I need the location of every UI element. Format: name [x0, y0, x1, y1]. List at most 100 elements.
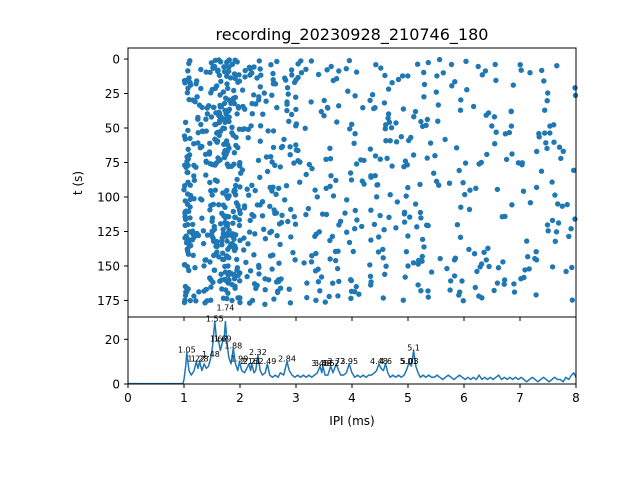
- raster-point: [377, 212, 383, 219]
- raster-point: [241, 205, 248, 211]
- raster-point: [267, 253, 274, 259]
- raster-point: [257, 174, 263, 180]
- raster-point: [270, 128, 277, 134]
- raster-point: [475, 63, 481, 70]
- raster-point: [234, 59, 240, 65]
- raster-point: [367, 97, 373, 104]
- raster-point: [206, 151, 212, 157]
- peak-label: 3.43: [311, 359, 329, 368]
- raster-point: [303, 211, 309, 218]
- raster-point: [482, 68, 489, 74]
- peak-label: 1.55: [206, 315, 224, 324]
- raster-point: [258, 72, 264, 78]
- peak-label: 2.21: [243, 357, 261, 366]
- raster-point: [270, 144, 277, 151]
- raster-point: [500, 259, 506, 265]
- raster-point: [203, 69, 209, 75]
- raster-point: [228, 100, 234, 107]
- raster-point: [323, 156, 329, 162]
- raster-point: [308, 58, 315, 64]
- x-tick-label: 2: [236, 391, 244, 405]
- raster-point: [216, 202, 222, 208]
- raster-point: [466, 246, 472, 253]
- raster-point: [243, 259, 249, 265]
- raster-point: [223, 95, 229, 101]
- raster-point: [410, 260, 417, 266]
- raster-point: [306, 161, 312, 168]
- raster-point: [182, 210, 188, 216]
- raster-point: [241, 235, 247, 241]
- raster-point: [186, 75, 192, 81]
- raster-point: [224, 187, 230, 194]
- raster-point: [211, 267, 218, 273]
- raster-point: [212, 57, 218, 64]
- raster-point: [233, 182, 239, 189]
- raster-point: [549, 179, 555, 185]
- raster-point: [544, 98, 550, 104]
- raster-point: [231, 161, 237, 167]
- raster-point: [289, 72, 295, 78]
- raster-point: [553, 229, 560, 235]
- raster-point: [209, 228, 216, 234]
- raster-point: [191, 173, 197, 179]
- raster-point: [191, 141, 197, 147]
- raster-point: [368, 279, 374, 285]
- raster-point: [204, 111, 211, 117]
- raster-point: [460, 180, 466, 186]
- raster-point: [385, 86, 392, 92]
- raster-point: [371, 105, 377, 112]
- raster-point: [194, 94, 200, 100]
- raster-point: [194, 78, 200, 84]
- raster-point: [284, 99, 290, 105]
- raster-point: [459, 278, 465, 284]
- raster-point: [272, 162, 278, 168]
- raster-point: [558, 155, 564, 162]
- raster-point: [249, 70, 255, 76]
- raster-point: [510, 82, 516, 88]
- raster-point: [208, 90, 214, 96]
- raster-point: [334, 265, 341, 272]
- raster-point: [229, 61, 236, 67]
- raster-point: [333, 177, 339, 184]
- raster-point: [511, 281, 517, 287]
- raster-point: [374, 194, 380, 200]
- raster-point: [187, 204, 193, 210]
- raster-point: [257, 138, 263, 144]
- raster-point: [292, 257, 298, 263]
- raster-point: [292, 221, 299, 227]
- raster-point: [356, 291, 362, 297]
- raster-point: [467, 187, 473, 193]
- raster-point: [211, 63, 218, 70]
- raster-point: [221, 256, 227, 263]
- raster-point: [187, 297, 193, 304]
- raster-point: [541, 130, 548, 136]
- raster-point: [293, 142, 299, 148]
- raster-point: [229, 297, 235, 304]
- raster-point: [386, 119, 393, 126]
- raster-point: [220, 226, 226, 233]
- raster-point: [225, 195, 231, 201]
- y-tick-label: 20: [105, 333, 120, 347]
- raster-point: [231, 150, 238, 156]
- raster-point: [282, 197, 288, 203]
- raster-point: [323, 211, 330, 218]
- raster-point: [208, 114, 215, 120]
- raster-panel: 0 25 50 75 100 125 150 175 t (s): [71, 47, 579, 321]
- raster-point: [534, 148, 540, 155]
- raster-point: [308, 99, 314, 105]
- raster-point: [372, 153, 379, 159]
- raster-point: [405, 184, 411, 191]
- raster-point: [207, 259, 213, 265]
- raster-point: [253, 285, 259, 292]
- raster-point: [545, 90, 551, 96]
- raster-point: [222, 233, 228, 239]
- raster-point: [232, 75, 238, 82]
- raster-point: [225, 280, 231, 286]
- raster-point: [269, 92, 275, 98]
- raster-point: [326, 293, 332, 300]
- raster-point: [187, 79, 193, 86]
- raster-point: [333, 76, 340, 82]
- raster-point: [252, 231, 258, 237]
- raster-point: [454, 222, 461, 228]
- raster-point: [265, 128, 271, 134]
